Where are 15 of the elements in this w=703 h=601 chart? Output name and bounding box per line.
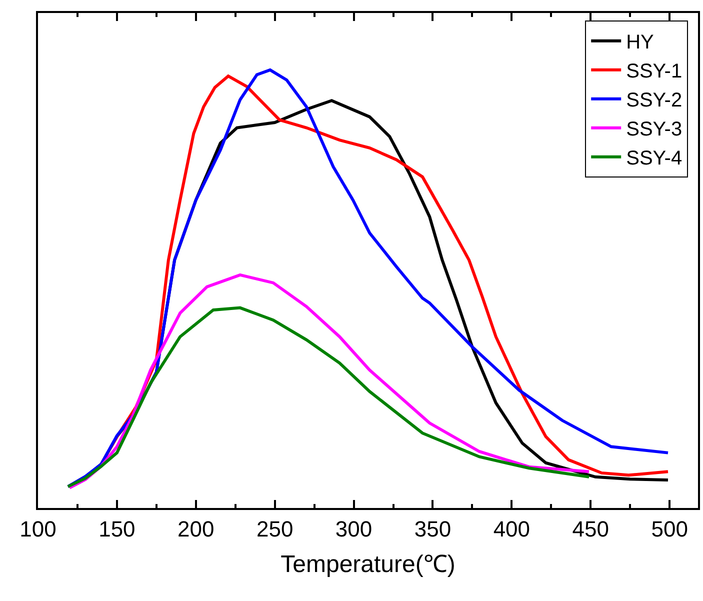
legend-label: SSY-4 [626, 148, 682, 170]
legend-label: SSY-2 [626, 90, 682, 112]
x-tick-label: 350 [414, 516, 452, 542]
x-tick-label: 500 [651, 516, 688, 542]
x-tick-label: 100 [20, 516, 56, 542]
x-axis-title: Temperature(℃) [280, 551, 456, 578]
x-tick-label: 400 [493, 516, 530, 542]
x-tick-label: 200 [178, 516, 214, 542]
x-tick-label: 150 [98, 516, 136, 542]
legend-label: SSY-3 [626, 118, 682, 141]
x-tick-label: 250 [256, 516, 294, 542]
x-tick-label: 450 [572, 516, 609, 542]
legend-label: HY [626, 32, 654, 54]
x-tick-label: 300 [335, 516, 372, 542]
legend-label: SSY-1 [626, 60, 682, 83]
